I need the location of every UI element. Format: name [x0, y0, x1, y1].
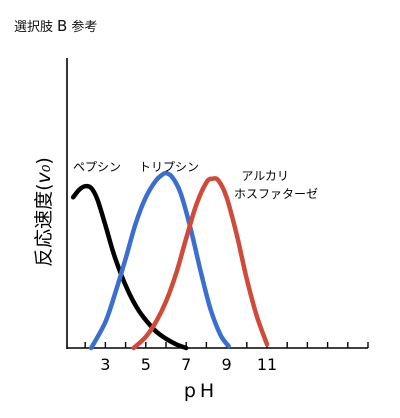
- label-pepsin: ペプシン: [73, 160, 121, 174]
- label-alkaline-phosphatase: アルカリ ホスファターゼ: [234, 169, 318, 201]
- x-tick-labels: 3 5 7 9 11: [100, 355, 277, 374]
- y-axis-label: 反応速度(v₀): [33, 157, 55, 267]
- x-axis-label: pH: [184, 380, 218, 402]
- series-line: [88, 170, 231, 351]
- x-tick-label: 5: [141, 355, 151, 374]
- series-line: [131, 176, 270, 351]
- x-tick-label: 9: [221, 355, 231, 374]
- label-alkaline-phosphatase-line-2: ホスファターゼ: [234, 187, 318, 201]
- x-tick-label: 11: [257, 355, 277, 374]
- y-axis-label-open-paren: (: [33, 183, 55, 190]
- y-axis-label-close-paren: ): [33, 157, 55, 164]
- x-tick-label: 3: [100, 355, 110, 374]
- header-suffix: 参考: [71, 20, 98, 35]
- y-axis-label-group: 反応速度(v₀): [33, 157, 55, 267]
- series-lines: [70, 170, 270, 351]
- header-prefix: 選択肢: [14, 20, 54, 35]
- y-axis-label-text: 反応速度: [33, 191, 55, 267]
- header-letter: B: [57, 17, 68, 35]
- y-axis-label-symbol: v₀: [33, 164, 55, 183]
- x-tick-label: 7: [181, 355, 191, 374]
- series-line: [70, 183, 189, 351]
- axes: [66, 58, 368, 349]
- chart-header: 選択肢 B 参考: [14, 16, 97, 35]
- label-alkaline-phosphatase-line-1: アルカリ: [241, 169, 289, 183]
- label-trypsin: トリプシン: [139, 160, 199, 174]
